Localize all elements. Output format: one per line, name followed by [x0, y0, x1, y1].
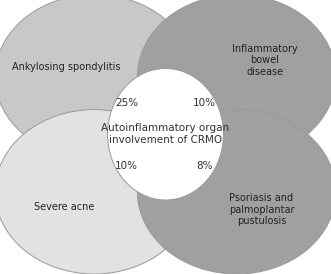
Text: Severe acne: Severe acne: [34, 202, 95, 212]
Circle shape: [137, 0, 331, 159]
Text: 10%: 10%: [193, 98, 216, 108]
Circle shape: [0, 110, 194, 274]
Circle shape: [0, 0, 194, 159]
Text: Ankylosing spondylitis: Ankylosing spondylitis: [12, 62, 120, 72]
Text: Psoriasis and
palmoplantar
pustulosis: Psoriasis and palmoplantar pustulosis: [229, 193, 294, 226]
Text: 25%: 25%: [115, 98, 138, 108]
Text: Autoinflammatory organ
involvement of CRMO: Autoinflammatory organ involvement of CR…: [101, 124, 230, 145]
Text: 8%: 8%: [196, 161, 213, 171]
Circle shape: [137, 110, 331, 274]
Ellipse shape: [108, 68, 223, 200]
Text: 10%: 10%: [115, 161, 138, 171]
Text: Inflammatory
bowel
disease: Inflammatory bowel disease: [232, 44, 298, 77]
